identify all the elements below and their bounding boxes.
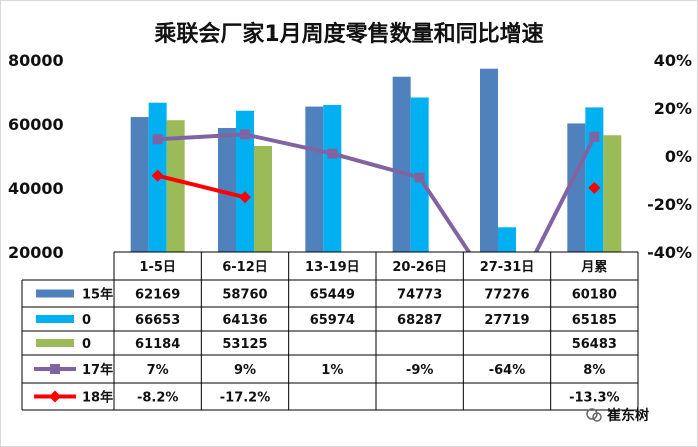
line-point-3-5 [589, 131, 600, 142]
table-cell-value: 1% [321, 363, 343, 378]
watermark-text: 崔东树 [607, 408, 649, 424]
table-cell-value: 8% [583, 363, 605, 378]
chart-title: 乘联会厂家1月周度零售数量和同比增速 [154, 22, 544, 47]
table-cell-value: 62169 [135, 288, 180, 303]
bar-0-5 [567, 123, 586, 252]
legend-key-bar-1 [36, 315, 74, 323]
y-left-tick-label: 60000 [8, 115, 64, 134]
wechat-icon [586, 408, 602, 422]
line-point-3-0 [152, 134, 163, 145]
table-cell-value: 7% [147, 363, 169, 378]
legend-key-marker-3 [50, 364, 60, 374]
line-point-4-1 [239, 191, 251, 204]
table-cell-value: 9% [234, 363, 256, 378]
y-right-tick-label: 20% [654, 99, 692, 118]
category-label: 27-31日 [480, 260, 535, 275]
legend-label: 0 [82, 337, 91, 352]
legend-key-marker-4 [49, 390, 61, 403]
line-point-4-5 [588, 181, 601, 194]
legend-key-bar-2 [36, 339, 74, 347]
line-point-3-2 [327, 148, 338, 159]
bar-0-4 [480, 68, 498, 252]
table-cell-value: 65974 [310, 313, 355, 328]
category-label: 1-5日 [139, 260, 176, 275]
legend-label: 0 [82, 313, 91, 328]
bar-2-5 [603, 135, 622, 252]
line-series-4 [151, 169, 601, 204]
table-cell-value: 64136 [222, 313, 267, 328]
table-cell-value: 68287 [397, 313, 442, 328]
bar-0-2 [305, 106, 324, 252]
bar-0-3 [392, 76, 411, 252]
table-cell-value: 77276 [484, 288, 529, 303]
table-cell-value: 56483 [572, 337, 617, 352]
line-series-3 [152, 129, 600, 252]
table-cell-value: 61184 [135, 337, 180, 352]
bar-1-1 [236, 110, 254, 252]
bar-2-1 [254, 146, 272, 252]
watermark: 崔东树 [586, 404, 686, 426]
bar-1-2 [323, 104, 342, 252]
bar-1-4 [498, 227, 516, 252]
category-label: 6-12日 [222, 260, 268, 275]
y-left-tick-label: 20000 [8, 243, 64, 262]
legend-label: 15年 [82, 287, 113, 303]
legend-label: 17年 [82, 362, 113, 378]
table-cell-value: 58760 [222, 288, 267, 303]
table-cell-value: 27719 [484, 313, 529, 328]
y-left-tick-label: 40000 [8, 179, 64, 198]
table-cell-value: 65449 [310, 288, 355, 303]
table-cell-value: -9% [406, 363, 433, 378]
y-right-tick-label: 0% [665, 147, 692, 166]
bar-0-0 [130, 117, 149, 252]
category-label: 月累 [580, 259, 607, 275]
table-cell-value: 65185 [572, 313, 617, 328]
y-right-tick-label: 40% [654, 51, 692, 70]
table-cell-value: 74773 [397, 288, 442, 303]
line-point-3-3 [414, 172, 425, 183]
table-cell-value: 53125 [222, 337, 267, 352]
line-point-4-0 [151, 169, 164, 182]
y-right-tick-label: -20% [647, 195, 692, 214]
category-label: 20-26日 [392, 260, 447, 275]
table-cell-value: 66653 [135, 313, 180, 328]
table-cell-value: -17.2% [220, 391, 271, 406]
table-cell-value: -8.2% [137, 391, 178, 406]
series-line [157, 132, 597, 252]
y-right-tick-label: -40% [647, 243, 692, 262]
table-cell-value: -64% [489, 363, 526, 378]
bar-0-1 [218, 127, 236, 252]
category-label: 13-19日 [305, 260, 360, 275]
bar-2-0 [166, 120, 185, 252]
table-cell-value: -13.3% [569, 391, 620, 406]
bar-1-5 [585, 107, 604, 253]
y-left-tick-label: 80000 [8, 51, 64, 70]
legend-label: 18年 [82, 390, 113, 406]
series-line [157, 173, 246, 200]
table-cell-value: 60180 [572, 288, 617, 303]
legend-key-bar-0 [36, 289, 74, 298]
line-point-3-1 [240, 129, 250, 140]
